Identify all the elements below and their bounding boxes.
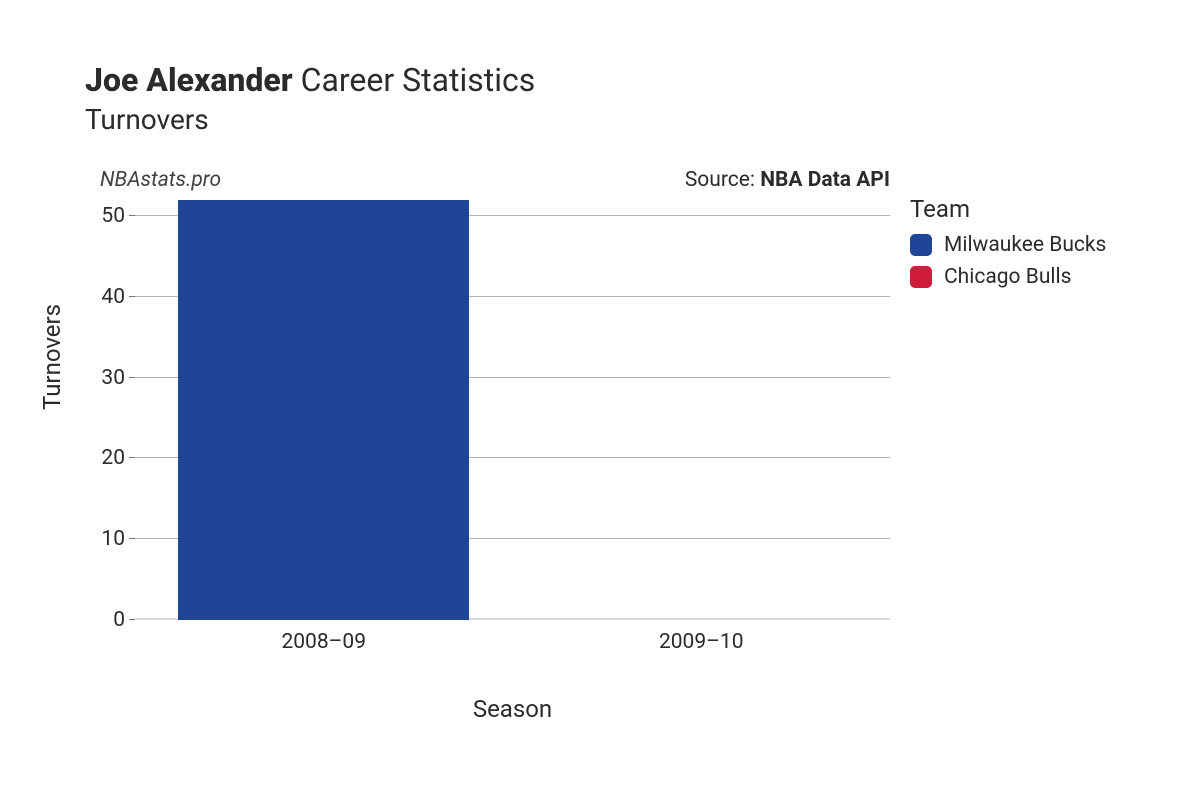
legend-label: Chicago Bulls [944, 265, 1071, 289]
player-name: Joe Alexander [85, 61, 293, 99]
legend-title: Team [910, 195, 1106, 223]
title-suffix: Career Statistics [301, 61, 536, 99]
ytick-mark [129, 377, 135, 378]
ytick-mark [129, 538, 135, 539]
legend-swatch [910, 266, 932, 288]
x-axis-label: Season [135, 695, 890, 723]
ytick-mark [129, 215, 135, 216]
source-attribution: Source: NBA Data API [0, 168, 890, 192]
source-label: Source: [685, 168, 755, 192]
bar [178, 200, 469, 620]
chart-container: Joe Alexander Career Statistics Turnover… [0, 0, 1200, 800]
chart-subtitle: Turnovers [85, 103, 535, 136]
chart-title: Joe Alexander Career Statistics [85, 62, 535, 99]
xtick-label: 2009–10 [659, 630, 744, 654]
ytick-label: 50 [101, 204, 125, 228]
y-axis-label: Turnovers [38, 304, 66, 410]
ytick-label: 30 [101, 366, 125, 390]
ytick-label: 0 [113, 608, 125, 632]
ytick-label: 20 [101, 446, 125, 470]
legend: Team Milwaukee Bucks Chicago Bulls [910, 195, 1106, 297]
ytick-mark [129, 457, 135, 458]
plot-area: 010203040502008–092009–10 [135, 200, 890, 620]
title-block: Joe Alexander Career Statistics Turnover… [85, 62, 535, 136]
legend-item: Milwaukee Bucks [910, 233, 1106, 257]
legend-label: Milwaukee Bucks [944, 233, 1106, 257]
legend-swatch [910, 234, 932, 256]
ytick-label: 40 [101, 285, 125, 309]
ytick-mark [129, 619, 135, 620]
legend-item: Chicago Bulls [910, 265, 1106, 289]
source-value: NBA Data API [760, 168, 890, 192]
ytick-mark [129, 296, 135, 297]
legend-items: Milwaukee Bucks Chicago Bulls [910, 233, 1106, 289]
xtick-label: 2008–09 [281, 630, 366, 654]
ytick-label: 10 [101, 527, 125, 551]
